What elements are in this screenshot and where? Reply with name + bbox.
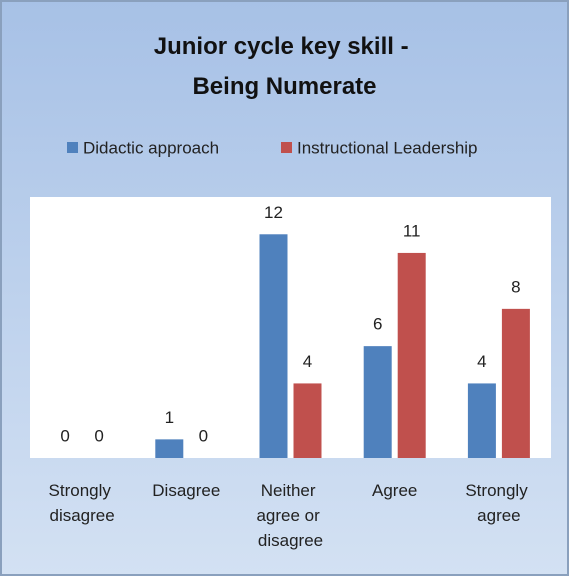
bar [259,234,288,458]
data-label: 4 [477,352,486,371]
data-label: 0 [199,426,208,445]
x-tick-label: Disagree [152,481,220,500]
chart-title: Junior cycle key skill - Being Numerate [154,33,415,100]
data-label: 0 [60,426,69,445]
plot-area [30,197,551,458]
legend-label: Instructional Leadership [297,138,478,157]
data-label: 1 [165,408,174,427]
x-tick-label: Strongly agree [465,481,532,525]
bar [501,308,530,458]
data-label: 12 [264,203,283,222]
data-label: 4 [303,352,312,371]
x-tick-label: Agree [372,481,417,500]
bar [363,346,392,458]
legend-label: Didactic approach [83,138,219,157]
bar [467,383,496,458]
x-tick-label: Strongly disagree [49,481,116,525]
data-label: 8 [511,277,520,296]
x-tick-label: Neither agree or disagree [256,481,324,550]
data-label: 0 [94,426,103,445]
legend-swatch [281,142,292,153]
data-label: 6 [373,315,382,334]
bar [293,383,322,458]
bar [397,252,426,458]
data-label: 11 [403,221,421,240]
legend-swatch [67,142,78,153]
bar [155,439,184,458]
